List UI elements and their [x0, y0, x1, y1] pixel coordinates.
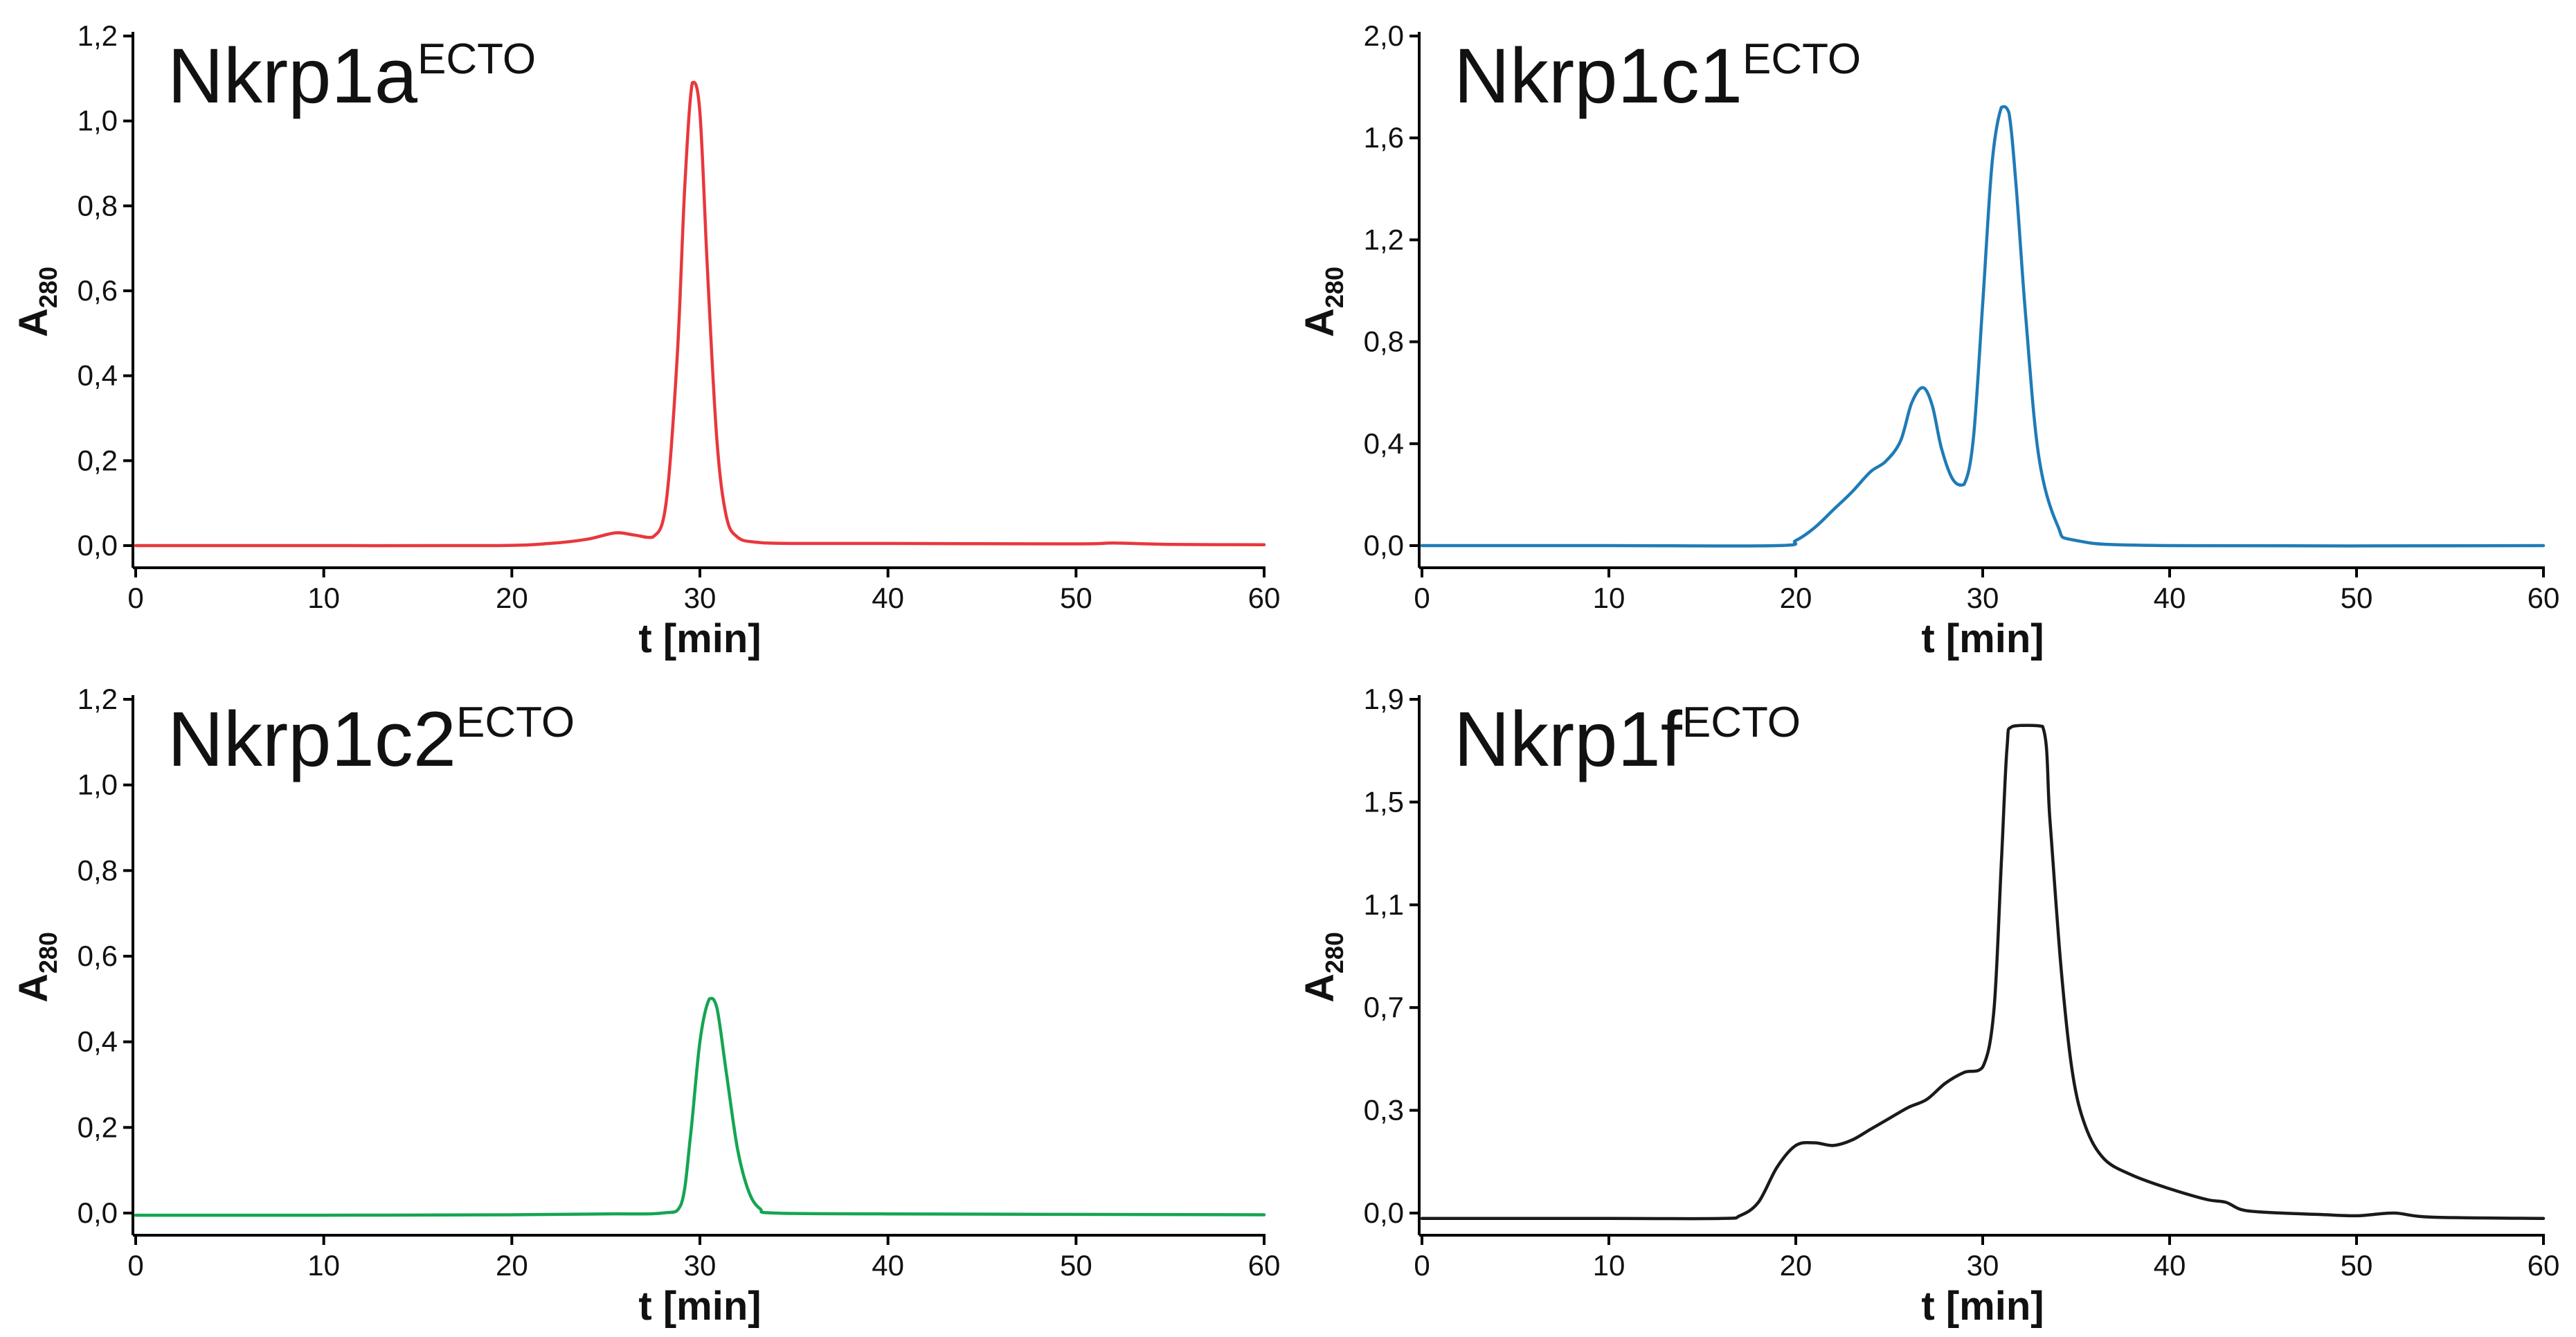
series-line [1420, 105, 2546, 548]
panel-title-main: Nkrp1a [168, 33, 418, 119]
y-tick-label: 1,2 [78, 19, 118, 52]
y-tick-label: 0,3 [1364, 1094, 1404, 1127]
series-line [134, 80, 1266, 548]
x-tick-label: 10 [307, 1249, 340, 1282]
panel-title-sup: ECTO [417, 35, 536, 83]
y-tick-label: 1,2 [78, 683, 118, 715]
y-tick-label: 0,8 [78, 189, 118, 222]
y-tick-label: 0,0 [78, 529, 118, 562]
x-tick-label: 30 [1967, 582, 1999, 614]
x-tick-label: 40 [2154, 582, 2186, 614]
x-tick-label: 0 [127, 1249, 143, 1282]
x-tick-label: 30 [1967, 1249, 1999, 1282]
y-tick-label: 0,6 [78, 274, 118, 307]
x-tick-label: 10 [1593, 582, 1625, 614]
x-tick-label: 60 [2528, 1249, 2560, 1282]
x-tick-label: 60 [2528, 582, 2560, 614]
panel-title-main: Nkrp1c1 [1454, 33, 1742, 119]
panel-c1: 0,0 0,4 0,8 1,2 1,6 2,0 0 10 20 30 40 50 60 t [min] A2… [1297, 19, 2559, 661]
x-tick-label: 0 [1414, 1249, 1430, 1282]
y-axis-title: A280 [11, 267, 62, 337]
x-axis-title: t [min] [1921, 1284, 2044, 1329]
y-tick-label: 1,6 [1364, 121, 1404, 154]
y-tick-label: 0,8 [78, 854, 118, 886]
x-tick-label: 40 [872, 582, 904, 614]
x-tick-label: 30 [684, 1249, 717, 1282]
x-tick-label: 60 [1248, 1249, 1281, 1282]
panel-title-sup: ECTO [1682, 699, 1801, 746]
x-axis-title: t [min] [638, 1284, 761, 1329]
panel-title: Nkrp1c1ECTO [1454, 33, 1861, 119]
y-tick-label: 0,4 [1364, 427, 1404, 460]
x-tick-label: 20 [496, 1249, 528, 1282]
y-tick-label: 0,8 [1364, 325, 1404, 358]
y-tick-label: 0,4 [78, 1025, 118, 1058]
x-axis-title: t [min] [1921, 616, 2044, 661]
panel-title: Nkrp1fECTO [1454, 696, 1801, 782]
y-tick-label: 1,2 [1364, 223, 1404, 255]
y-tick-label: 1,5 [1364, 785, 1404, 818]
y-axis-title-sub: 280 [34, 932, 62, 973]
y-tick-label: 1,0 [78, 769, 118, 801]
y-tick-label: 0,7 [1364, 991, 1404, 1023]
y-axis-title-sub: 280 [1320, 932, 1349, 973]
y-tick-label: 0,2 [78, 1111, 118, 1143]
y-axis-title: A280 [1297, 267, 1349, 337]
series-line [134, 996, 1266, 1217]
y-axis-title-main: A [1297, 973, 1342, 1003]
y-axis-title: A280 [11, 932, 62, 1003]
x-tick-label: 50 [2341, 1249, 2373, 1282]
panel-title-main: Nkrp1c2 [168, 696, 456, 782]
y-tick-label: 0,6 [78, 940, 118, 972]
x-tick-label: 0 [127, 582, 143, 614]
y-tick-label: 1,9 [1364, 683, 1404, 715]
y-axis-title-main: A [1297, 308, 1342, 337]
panel-title-main: Nkrp1f [1454, 696, 1683, 782]
y-axis-title-sub: 280 [34, 267, 62, 308]
y-axis-title: A280 [1297, 932, 1349, 1003]
panel-a: 0,0 0,2 0,4 0,6 0,8 1,0 1,2 0 10 20 30 40 50 60 t [min… [11, 19, 1280, 661]
y-tick-label: 0,0 [78, 1196, 118, 1229]
x-tick-label: 40 [2154, 1249, 2186, 1282]
x-tick-label: 20 [1780, 1249, 1812, 1282]
panel-f: 0,0 0,3 0,7 1,1 1,5 1,9 0 10 20 30 40 50 60 t [min] A2… [1297, 683, 2559, 1329]
panel-c2: 0,0 0,2 0,4 0,6 0,8 1,0 1,2 0 10 20 30 40 50 60 t [min… [11, 683, 1280, 1329]
y-tick-label: 0,2 [78, 444, 118, 476]
x-axis-title: t [min] [638, 616, 761, 661]
series-line [1420, 724, 2546, 1221]
y-tick-label: 1,1 [1364, 888, 1404, 921]
panel-title-sup: ECTO [1742, 35, 1861, 83]
x-tick-label: 30 [684, 582, 717, 614]
x-tick-label: 20 [496, 582, 528, 614]
x-tick-label: 20 [1780, 582, 1812, 614]
x-tick-label: 10 [1593, 1249, 1625, 1282]
x-tick-label: 0 [1414, 582, 1430, 614]
y-tick-label: 1,0 [78, 105, 118, 137]
y-tick-label: 2,0 [1364, 19, 1404, 52]
x-tick-label: 40 [872, 1249, 904, 1282]
y-axis-title-sub: 280 [1320, 267, 1349, 308]
y-axis-title-main: A [11, 308, 56, 337]
x-tick-label: 50 [2341, 582, 2373, 614]
panel-title-sup: ECTO [456, 699, 575, 746]
x-tick-label: 50 [1060, 1249, 1092, 1282]
x-tick-label: 50 [1060, 582, 1092, 614]
panel-title: Nkrp1c2ECTO [168, 696, 575, 782]
x-tick-label: 60 [1248, 582, 1281, 614]
y-tick-label: 0,0 [1364, 1196, 1404, 1229]
y-axis-title-main: A [11, 973, 56, 1003]
y-tick-label: 0,4 [78, 359, 118, 392]
panel-title: Nkrp1aECTO [168, 33, 536, 119]
y-tick-label: 0,0 [1364, 529, 1404, 562]
x-tick-label: 10 [307, 582, 340, 614]
